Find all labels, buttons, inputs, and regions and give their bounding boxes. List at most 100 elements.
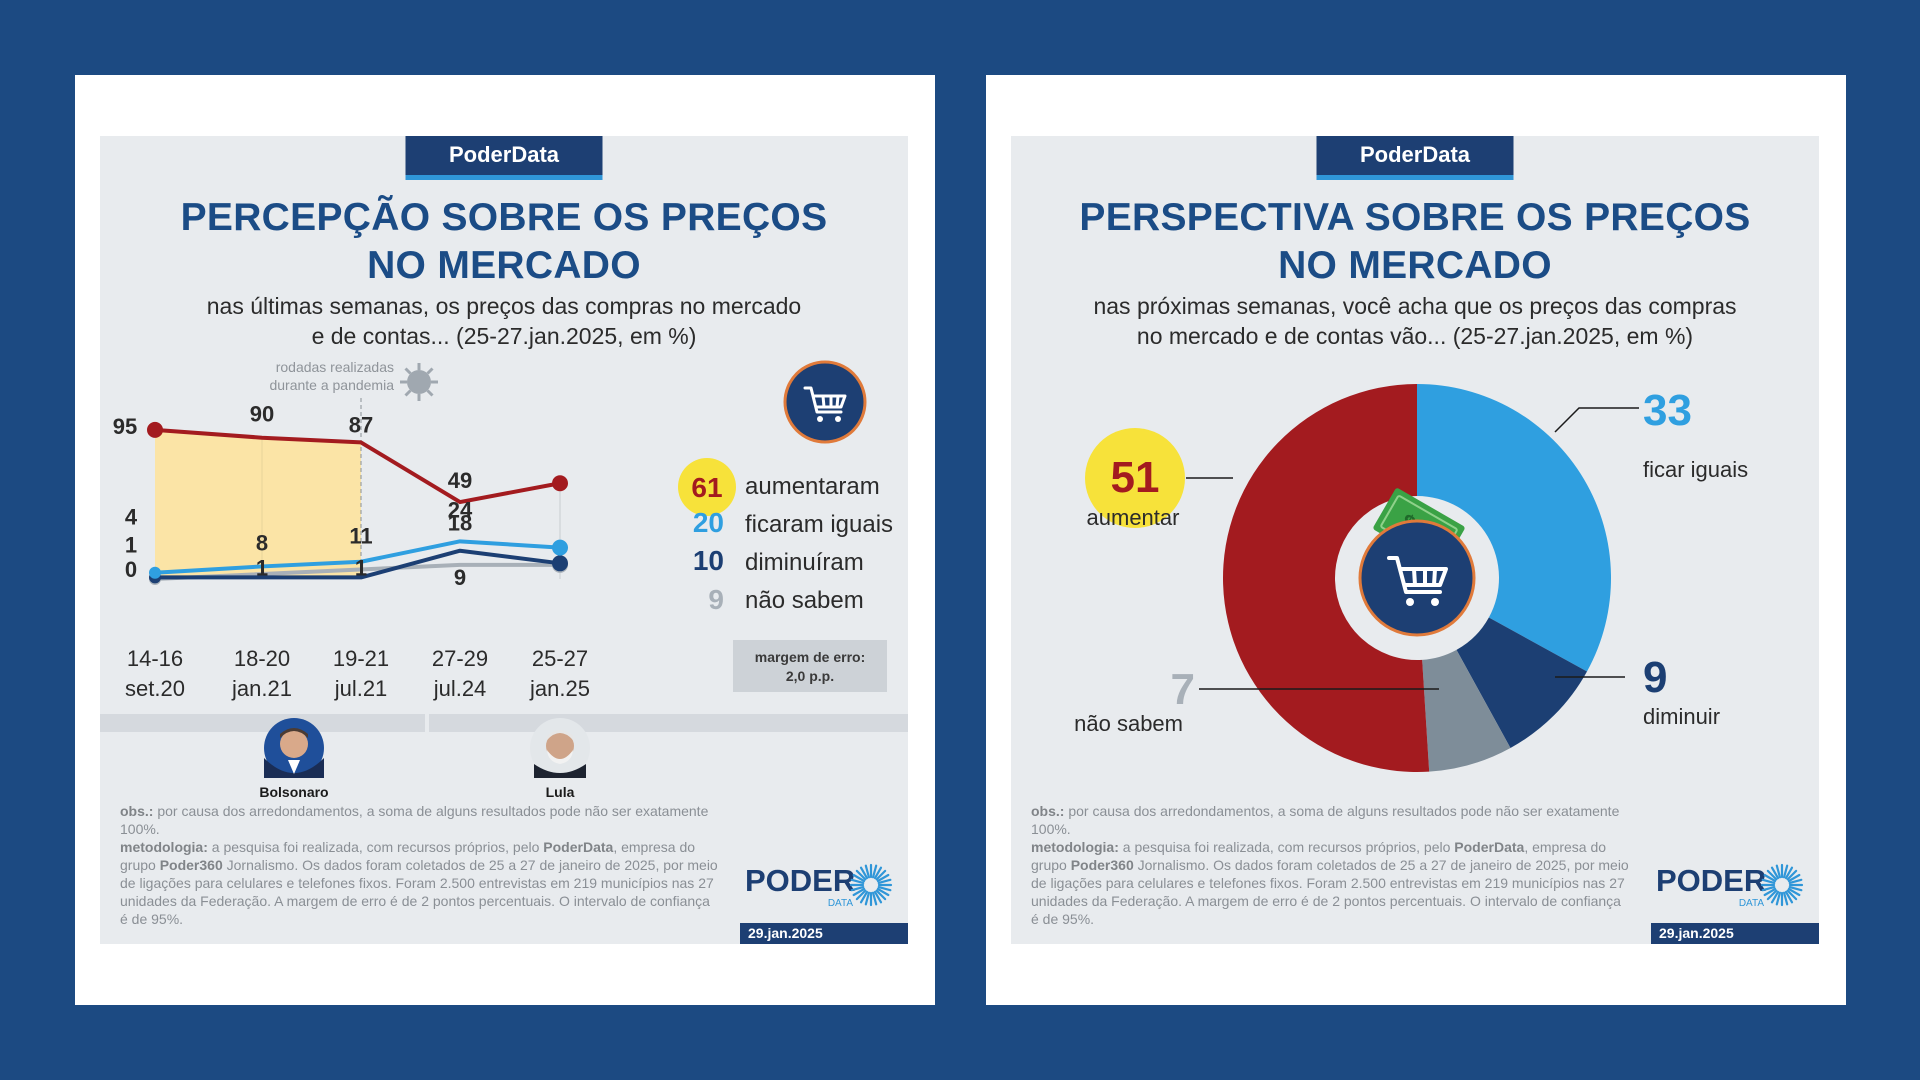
x-tick-label: 18-20 <box>234 646 290 671</box>
svg-text:PODER: PODER <box>1656 863 1766 898</box>
obs-note: obs.: por causa dos arredondamentos, a s… <box>120 803 709 837</box>
series-line <box>154 562 560 581</box>
pandemic-note-line-2: durante a pandemia <box>269 377 394 393</box>
data-label: 0 <box>125 557 137 582</box>
cart-icon <box>1358 519 1476 637</box>
chart-subtitle: nas últimas semanas, os preços das compr… <box>100 291 908 351</box>
bolsonaro-label: Bolsonaro <box>259 784 328 800</box>
series-line <box>154 539 561 575</box>
pandemic-note-line-1: rodadas realizadas <box>276 359 394 375</box>
data-label: 95 <box>113 414 137 439</box>
margin-line-2: 2,0 p.p. <box>786 668 834 684</box>
x-tick-label: jul.24 <box>433 676 487 701</box>
data-label: 8 <box>256 530 268 555</box>
margin-box <box>733 640 887 692</box>
brand-tag: PoderData <box>405 136 603 180</box>
value-nao-sabem: 7 <box>1171 665 1195 714</box>
pie-slice <box>1417 384 1611 672</box>
margin-line-1: margem de erro: <box>755 649 865 665</box>
virus-icon <box>400 363 438 401</box>
lula-strip <box>429 714 908 732</box>
data-label: 87 <box>349 412 373 437</box>
x-tick-label: set.20 <box>125 676 185 701</box>
title-line-1: PERSPECTIVA SOBRE OS PREÇOS <box>1079 196 1751 239</box>
data-label: 24 <box>448 497 473 522</box>
legend-label-aumentaram: aumentaram <box>745 473 880 500</box>
bolsonaro-avatar <box>264 718 324 778</box>
x-tick-label: jan.25 <box>529 676 590 701</box>
label-diminuir: diminuir <box>1643 704 1720 729</box>
label-aumentar: aumentar <box>1087 505 1180 530</box>
data-label: 49 <box>448 468 472 493</box>
lula-avatar <box>530 718 590 778</box>
data-label: 1 <box>355 555 367 580</box>
left-card: PoderData PERCEPÇÃO SOBRE OS PREÇOS NO M… <box>100 136 908 944</box>
x-tick-label: jul.21 <box>334 676 388 701</box>
cart-icon <box>783 360 867 444</box>
pie-slice <box>1222 384 1430 772</box>
left-panel: PoderData PERCEPÇÃO SOBRE OS PREÇOS NO M… <box>75 75 935 1005</box>
data-point <box>147 421 163 438</box>
poder-data-logo: PODER DATA <box>745 863 893 909</box>
subtitle-line-2: e de contas... (25-27.jan.2025, em %) <box>311 323 697 349</box>
legend-value-aumentaram: 61 <box>691 472 722 503</box>
pie-slice <box>1456 617 1588 749</box>
highlight-circle <box>1085 428 1185 528</box>
x-tick-label: 19-21 <box>333 646 389 671</box>
title-line-1: PERCEPÇÃO SOBRE OS PREÇOS <box>180 196 828 239</box>
value-ficar-iguais: 33 <box>1643 386 1692 435</box>
x-tick-label: 14-16 <box>127 646 183 671</box>
chart-subtitle: nas próximas semanas, você acha que os p… <box>1011 291 1819 351</box>
line-chart: rodadas realizadas durante a pandemia <box>100 359 908 800</box>
data-label: 1 <box>256 555 268 580</box>
title-line-2: NO MERCADO <box>367 244 641 287</box>
legend-value-diminuiram: 10 <box>693 545 724 576</box>
legend-value-ficaram-iguais: 20 <box>693 507 724 538</box>
legend-highlight <box>678 458 736 516</box>
bolsonaro-strip <box>100 714 425 732</box>
x-tick-label: jan.21 <box>231 676 292 701</box>
right-panel: PoderData PERSPECTIVA SOBRE OS PREÇOS NO… <box>986 75 1846 1005</box>
series-line <box>155 548 561 580</box>
brand-tag: PoderData <box>1316 136 1514 180</box>
chart-title: PERCEPÇÃO SOBRE OS PREÇOS NO MERCADO <box>100 194 908 290</box>
pie-slice <box>1422 649 1511 772</box>
subtitle-line-1: nas últimas semanas, os preços das compr… <box>206 293 802 319</box>
data-point <box>552 475 568 492</box>
footnote: obs.: por causa dos arredondamentos, a s… <box>120 802 720 928</box>
x-tick-label: 27-29 <box>432 646 488 671</box>
title-line-2: NO MERCADO <box>1278 244 1552 287</box>
methodology-note: metodologia: a pesquisa foi realizada, c… <box>120 839 718 927</box>
svg-text:PODER: PODER <box>745 863 855 898</box>
chart-title: PERSPECTIVA SOBRE OS PREÇOS NO MERCADO <box>1011 194 1819 290</box>
legend-label-ficaram-iguais: ficaram iguais <box>745 511 893 538</box>
data-label: 9 <box>454 565 466 590</box>
date-bar: 29.jan.2025 <box>1651 923 1819 944</box>
data-label: 4 <box>125 505 138 530</box>
label-nao-sabem: não sabem <box>1074 711 1183 736</box>
date-bar: 29.jan.2025 <box>740 923 908 944</box>
data-point <box>552 539 568 556</box>
legend-label-diminuiram: diminuíram <box>745 549 864 576</box>
legend-label-nao-sabem: não sabem <box>745 587 864 614</box>
donut-chart: $ $ 51 aumentar 33 ficar iguais 9 <box>1074 384 1748 772</box>
legend-value-nao-sabem: 9 <box>708 584 724 615</box>
data-label: 1 <box>125 532 137 557</box>
subtitle-line-2: no mercado e de contas vão... (25-27.jan… <box>1136 323 1694 349</box>
poder-data-logo: PODER DATA <box>1656 863 1804 909</box>
data-point <box>552 555 568 572</box>
lula-label: Lula <box>546 784 575 800</box>
data-label: 11 <box>349 524 372 549</box>
footnote: obs.: por causa dos arredondamentos, a s… <box>1031 802 1631 928</box>
value-aumentar: 51 <box>1111 453 1160 502</box>
methodology-note: metodologia: a pesquisa foi realizada, c… <box>1031 839 1629 927</box>
series-line <box>154 427 561 505</box>
value-diminuir: 9 <box>1643 653 1667 702</box>
right-card: PoderData PERSPECTIVA SOBRE OS PREÇOS NO… <box>1011 136 1819 944</box>
data-label: 18 <box>448 511 472 536</box>
svg-text:DATA: DATA <box>828 898 854 909</box>
data-point <box>149 566 161 579</box>
pandemic-area <box>155 429 361 579</box>
obs-note: obs.: por causa dos arredondamentos, a s… <box>1031 803 1620 837</box>
subtitle-line-1: nas próximas semanas, você acha que os p… <box>1093 293 1737 319</box>
